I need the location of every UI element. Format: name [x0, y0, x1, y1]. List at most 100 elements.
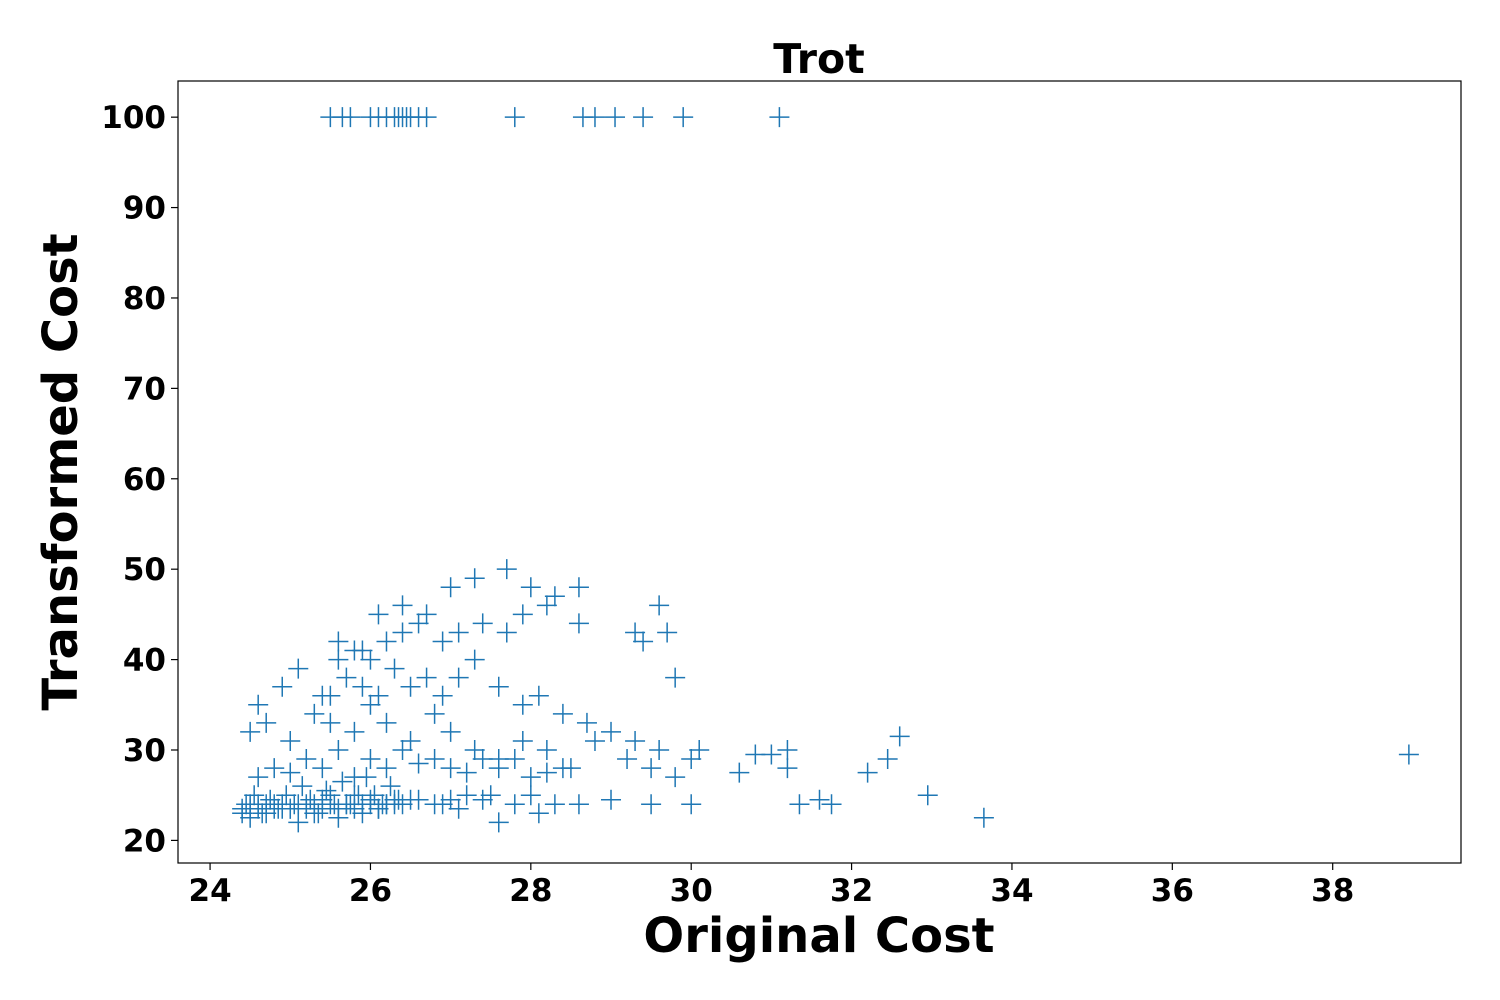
data-point	[777, 758, 798, 779]
data-point	[456, 785, 477, 806]
data-point	[384, 789, 405, 810]
data-point	[809, 789, 830, 810]
data-point	[528, 803, 549, 824]
data-point	[625, 730, 646, 751]
data-point	[340, 107, 361, 128]
data-point	[380, 776, 401, 797]
data-point	[332, 771, 353, 792]
data-point	[456, 762, 477, 783]
data-point	[729, 762, 750, 783]
data-point	[789, 794, 810, 815]
data-point	[472, 789, 493, 810]
data-point	[448, 667, 469, 688]
data-point	[512, 604, 533, 625]
data-point	[416, 107, 437, 128]
chart-title: Trot	[773, 35, 864, 83]
y-tick-label: 40	[123, 643, 166, 679]
data-point	[432, 794, 453, 815]
data-point	[320, 712, 341, 733]
data-point	[368, 604, 389, 625]
x-tick-label: 38	[1311, 873, 1354, 909]
data-point	[400, 676, 421, 697]
data-point	[344, 798, 365, 819]
data-point	[440, 789, 461, 810]
data-point	[328, 739, 349, 760]
data-point	[649, 739, 670, 760]
data-point	[360, 649, 381, 670]
data-point	[252, 803, 273, 824]
data-point	[496, 559, 517, 580]
data-point	[276, 785, 297, 806]
data-point	[689, 739, 710, 760]
data-point	[641, 794, 662, 815]
data-point	[368, 685, 389, 706]
data-point	[336, 667, 357, 688]
y-tick-label: 30	[123, 733, 166, 769]
data-point	[464, 739, 485, 760]
data-point	[633, 107, 654, 128]
y-tick-label: 50	[123, 552, 166, 588]
data-point	[605, 107, 626, 128]
x-axis-ticks: 24 26 28 30 32 34 36 38	[189, 863, 1354, 909]
data-point	[344, 767, 365, 788]
data-point	[440, 721, 461, 742]
data-point	[312, 685, 333, 706]
data-point	[488, 749, 509, 770]
y-tick-label: 100	[101, 100, 166, 136]
data-point	[488, 676, 509, 697]
data-point	[344, 721, 365, 742]
data-point	[488, 812, 509, 833]
data-point	[376, 794, 397, 815]
data-point	[288, 812, 309, 833]
data-point	[777, 739, 798, 760]
data-point	[584, 730, 605, 751]
x-tick-label: 26	[349, 873, 392, 909]
plot-frame	[177, 80, 1462, 864]
data-point	[440, 577, 461, 598]
data-point	[248, 767, 269, 788]
data-point	[681, 749, 702, 770]
x-axis-title: Original Cost	[643, 908, 994, 964]
data-point	[504, 794, 525, 815]
data-point	[292, 776, 313, 797]
data-point	[248, 694, 269, 715]
data-point	[673, 107, 694, 128]
data-point	[536, 762, 557, 783]
x-tick-label: 28	[509, 873, 552, 909]
data-point	[416, 604, 437, 625]
x-tick-label: 32	[830, 873, 873, 909]
data-point	[392, 595, 413, 616]
data-point	[528, 685, 549, 706]
data-point	[296, 749, 317, 770]
data-point	[973, 807, 994, 828]
data-point	[821, 794, 842, 815]
data-point	[244, 785, 265, 806]
x-tick-label: 30	[670, 873, 713, 909]
data-point	[536, 739, 557, 760]
data-point	[240, 721, 261, 742]
data-point	[544, 794, 565, 815]
data-point	[568, 613, 589, 634]
data-point	[512, 730, 533, 751]
data-point	[464, 568, 485, 589]
data-point	[472, 613, 493, 634]
data-point	[633, 631, 654, 652]
data-point	[552, 703, 573, 724]
data-point	[408, 613, 429, 634]
data-point	[328, 649, 349, 670]
y-tick-label: 90	[123, 191, 166, 227]
data-point	[352, 640, 373, 661]
data-point	[857, 762, 878, 783]
data-point	[308, 803, 329, 824]
data-point	[376, 631, 397, 652]
data-point	[312, 758, 333, 779]
data-point	[601, 721, 622, 742]
data-point	[432, 685, 453, 706]
data-point	[560, 758, 581, 779]
data-point	[584, 107, 605, 128]
data-point	[360, 694, 381, 715]
data-point	[360, 749, 381, 770]
data-point	[625, 622, 646, 643]
data-point	[512, 694, 533, 715]
data-point	[917, 785, 938, 806]
